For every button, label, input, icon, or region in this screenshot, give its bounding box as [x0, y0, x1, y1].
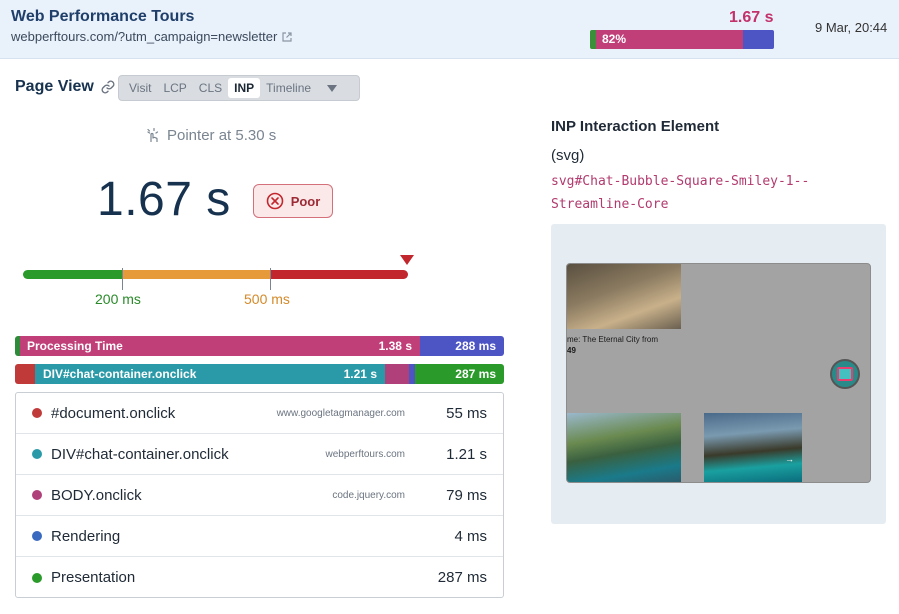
- tabs-dropdown-icon[interactable]: [327, 84, 338, 92]
- site-title[interactable]: Web Performance Tours: [11, 8, 195, 25]
- rendering-segment: [409, 364, 415, 384]
- selector-line-2: Streamline-Core: [551, 197, 669, 212]
- arrow-right-icon: →: [785, 454, 794, 464]
- selector-line-1: svg#Chat-Bubble-Square-Smiley-1--: [551, 174, 810, 189]
- tab-lcp[interactable]: LCP: [163, 81, 187, 95]
- view-date: 9 Mar, 20:44: [815, 20, 888, 35]
- metric-tabs: Visit LCP CLS INP Timeline: [118, 75, 360, 101]
- top-bar: Web Performance Tours webperftours.com/?…: [0, 0, 899, 59]
- script-breakdown-bar: DIV#chat-container.onclick 1.21 s 287 ms: [15, 364, 504, 384]
- row-value: 287 ms: [437, 569, 487, 586]
- site-url-text[interactable]: webperftours.com/?utm_campaign=newslette…: [11, 29, 278, 44]
- pointer-tap-icon: [147, 127, 159, 142]
- chat-container-segment: DIV#chat-container.onclick 1.21 s: [35, 364, 385, 384]
- rating-badge: Poor: [253, 184, 333, 218]
- script-label: DIV#chat-container.onclick: [43, 367, 197, 381]
- row-color-dot: [32, 490, 42, 500]
- screenshot-caption: me: The Eternal City from 49: [567, 334, 658, 356]
- list-item[interactable]: BODY.onclick code.jquery.com 79 ms: [16, 475, 503, 516]
- screenshot-photo: [567, 264, 681, 329]
- gauge-poor: [270, 270, 408, 279]
- page-view-title: Page View: [15, 78, 94, 95]
- processing-time-bar: Processing Time 1.38 s 288 ms: [15, 336, 504, 356]
- close-circle-icon: [266, 192, 283, 210]
- page-view-heading: Page View: [15, 78, 115, 96]
- inp-summary-bar: 82%: [590, 30, 774, 49]
- screenshot-caption-number: 49: [567, 346, 576, 355]
- gauge-good: [23, 270, 122, 279]
- tab-inp[interactable]: INP: [228, 78, 261, 98]
- processing-segment: Processing Time 1.38 s: [20, 336, 420, 356]
- link-icon[interactable]: [101, 80, 115, 94]
- element-screenshot: me: The Eternal City from 49 →: [566, 263, 871, 483]
- gauge-tick-good: [122, 268, 123, 290]
- summary-bar-presentation: [743, 30, 774, 49]
- row-source: code.jquery.com: [332, 489, 405, 501]
- list-item[interactable]: DIV#chat-container.onclick webperftours.…: [16, 434, 503, 475]
- processing-value: 1.38 s: [378, 339, 412, 353]
- body-onclick-segment: [385, 364, 409, 384]
- processing-label: Processing Time: [27, 339, 123, 353]
- row-label: Rendering: [51, 527, 121, 545]
- interaction-type: Pointer at 5.30 s: [145, 127, 276, 144]
- inp-summary-value: 1.67 s: [729, 9, 774, 26]
- gauge-marker: [400, 255, 414, 265]
- list-item[interactable]: #document.onclick www.googletagmanager.c…: [16, 393, 503, 434]
- threshold-good-label: 200 ms: [95, 291, 141, 307]
- row-source: www.googletagmanager.com: [276, 407, 405, 419]
- row-color-dot: [32, 408, 42, 418]
- tab-visit[interactable]: Visit: [129, 81, 152, 95]
- document-onclick-segment: [15, 364, 35, 384]
- pointer-text: Pointer at 5.30 s: [167, 127, 277, 144]
- threshold-poor-label: 500 ms: [244, 291, 290, 307]
- threshold-gauge: [23, 270, 408, 279]
- row-color-dot: [32, 449, 42, 459]
- script-value: 1.21 s: [343, 367, 377, 381]
- presentation-segment: 288 ms: [420, 336, 504, 356]
- row-color-dot: [32, 531, 42, 541]
- tab-timeline[interactable]: Timeline: [266, 81, 312, 95]
- chat-bubble-icon: [830, 359, 860, 389]
- screenshot-photo: [567, 413, 681, 482]
- rating-label: Poor: [290, 193, 321, 209]
- row-label: #document.onclick: [51, 404, 176, 422]
- row-label: Presentation: [51, 569, 136, 586]
- script-presentation-segment: 287 ms: [415, 364, 504, 384]
- external-link-icon[interactable]: [282, 31, 292, 42]
- row-value: 55 ms: [446, 404, 487, 422]
- inp-element-tag: (svg): [551, 147, 585, 164]
- site-url[interactable]: webperftours.com/?utm_campaign=newslette…: [11, 29, 292, 44]
- inp-element-title: INP Interaction Element: [551, 118, 720, 135]
- tab-cls[interactable]: CLS: [198, 81, 223, 95]
- smiley-icon: [837, 367, 853, 381]
- input-delay-segment: [15, 336, 20, 356]
- summary-bar-processing: 82%: [596, 30, 743, 49]
- list-item[interactable]: Rendering 4 ms: [16, 516, 503, 557]
- row-value: 4 ms: [454, 527, 487, 545]
- breakdown-list: #document.onclick www.googletagmanager.c…: [15, 392, 504, 598]
- screenshot-caption-text: me: The Eternal City from: [567, 335, 658, 344]
- row-value: 1.21 s: [446, 445, 487, 463]
- summary-bar-good: [590, 30, 596, 49]
- list-item[interactable]: Presentation 287 ms: [16, 557, 503, 598]
- gauge-needs-improvement: [122, 270, 270, 279]
- row-label: DIV#chat-container.onclick: [51, 445, 229, 463]
- row-source: webperftours.com: [325, 448, 405, 460]
- row-value: 79 ms: [446, 486, 487, 504]
- row-label: BODY.onclick: [51, 486, 142, 504]
- inp-element-selector: svg#Chat-Bubble-Square-Smiley-1-- Stream…: [551, 170, 851, 216]
- screenshot-photo: [704, 413, 802, 482]
- inp-value: 1.67 s: [97, 173, 231, 226]
- row-color-dot: [32, 572, 42, 583]
- gauge-tick-poor: [270, 268, 271, 290]
